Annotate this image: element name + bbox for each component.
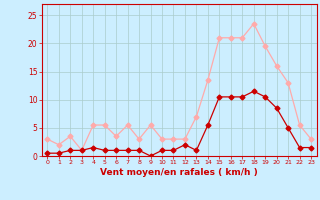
X-axis label: Vent moyen/en rafales ( km/h ): Vent moyen/en rafales ( km/h ) xyxy=(100,168,258,177)
